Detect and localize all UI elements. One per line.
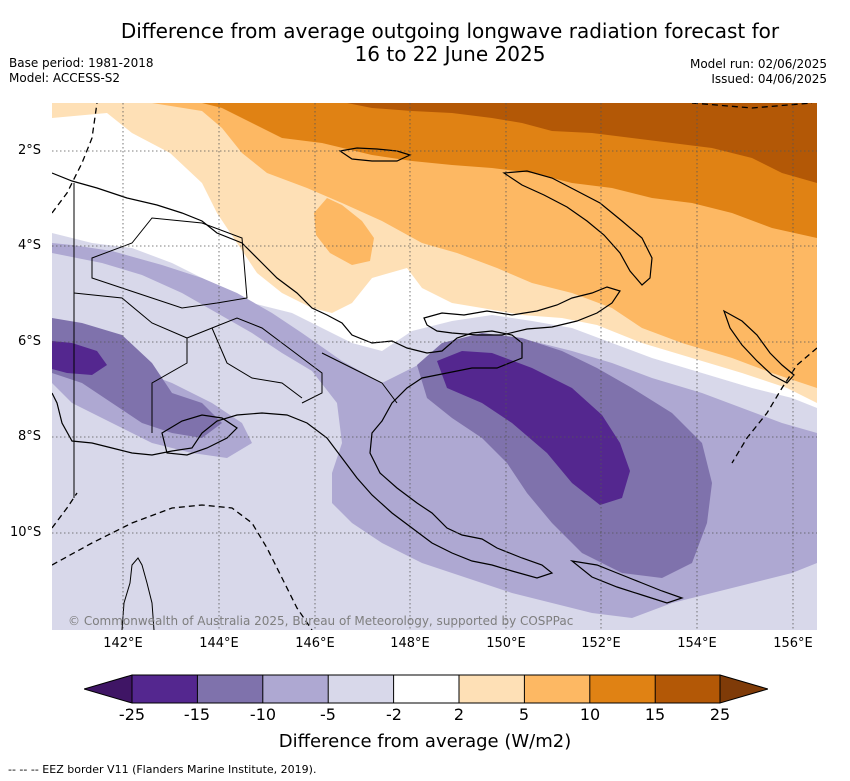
- louisiade-islands: [569, 560, 684, 604]
- contour-band-minus15-25-east: [437, 351, 630, 505]
- colorbar-swatch-10-15: [589, 675, 656, 703]
- lat-label-2s: 2°S: [18, 143, 42, 158]
- model-run: Model run: 02/06/2025: [689, 57, 827, 71]
- lon-label-152e: 152°E: [581, 636, 621, 651]
- colorbar-label-25: 25: [709, 705, 731, 724]
- province-borders: [73, 183, 398, 498]
- colorbar-swatch-minus5-2: [328, 675, 394, 703]
- map-area: [52, 103, 817, 630]
- colorbar-swatch-2-5: [459, 675, 525, 703]
- colorbar-label-minus25: -25: [118, 705, 146, 724]
- lon-label-154e: 154°E: [677, 636, 717, 651]
- base-period: Base period: 1981-2018: [9, 56, 154, 70]
- lon-label-142e: 142°E: [103, 636, 143, 651]
- eez-legend-note: -- -- -- EEZ border V11 (Flanders Marine…: [8, 763, 317, 776]
- contour-blob-5-10-west: [314, 198, 374, 265]
- colorbar-label-2: 2: [453, 705, 465, 724]
- copyright-notice: © Commonwealth of Australia 2025, Bureau…: [68, 614, 574, 628]
- colorbar-extend-low: [82, 674, 133, 704]
- colorbar-extend-high: [719, 674, 770, 704]
- lon-label-150e: 150°E: [486, 636, 526, 651]
- colorbar-swatch-minus25-15: [132, 675, 198, 703]
- map-svg: [52, 103, 817, 630]
- contour-band-15-25: [347, 103, 817, 183]
- lat-label-8s: 8°S: [18, 429, 42, 444]
- colorbar-label-5: 5: [518, 705, 530, 724]
- eez-south: [52, 504, 313, 630]
- eez-borders: [52, 103, 817, 630]
- colorbar: [82, 674, 770, 708]
- border-gulf: [211, 327, 303, 399]
- issued-date: Issued: 04/06/2025: [711, 72, 827, 86]
- colorbar-label-minus10: -10: [249, 705, 277, 724]
- lat-label-10s: 10°S: [10, 525, 42, 540]
- new-ireland-coast: [502, 170, 653, 286]
- title-line-1: Difference from average outgoing longwav…: [120, 19, 780, 43]
- colorbar-label-minus15: -15: [183, 705, 211, 724]
- colorbar-swatch-minus15-10: [197, 675, 263, 703]
- model-name: Model: ACCESS-S2: [9, 71, 121, 85]
- colorbar-title: Difference from average (W/m2): [278, 731, 572, 752]
- lon-label-144e: 144°E: [199, 636, 239, 651]
- lon-label-148e: 148°E: [390, 636, 430, 651]
- colorbar-label-15: 15: [644, 705, 666, 724]
- contour-band-minus15-25-west: [52, 341, 107, 375]
- lon-label-146e: 146°E: [295, 636, 335, 651]
- border-highlands: [186, 317, 323, 404]
- new-guinea-coast: [52, 172, 554, 579]
- eez-east-south: [731, 347, 817, 464]
- lat-label-4s: 4°S: [18, 238, 42, 253]
- eez-east: [691, 103, 813, 109]
- border-morobe: [321, 352, 398, 404]
- colorbar-label-minus2: -2: [386, 705, 402, 724]
- eez-south-west: [52, 492, 78, 529]
- fly-river-coast: [161, 414, 238, 456]
- cape-york-coast: [121, 557, 155, 630]
- lon-label-156e: 156°E: [773, 636, 813, 651]
- map-title: Difference from average outgoing longwav…: [60, 20, 840, 66]
- new-britain-coast: [423, 286, 621, 336]
- colorbar-label-minus5: -5: [320, 705, 336, 724]
- gridlines: [52, 103, 817, 630]
- colorbar-swatch-15-25: [655, 675, 720, 703]
- title-line-2: 16 to 22 June 2025: [354, 42, 546, 66]
- colorbar-swatch-5-10: [524, 675, 590, 703]
- meta-left: Base period: 1981-2018 Model: ACCESS-S2: [9, 56, 154, 86]
- border-west-sepik: [91, 217, 248, 309]
- lat-label-6s: 6°S: [18, 334, 42, 349]
- colorbar-swatch-minus2-2: [393, 675, 459, 703]
- colorbar-label-10: 10: [579, 705, 601, 724]
- meta-right: Model run: 02/06/2025 Issued: 04/06/2025: [690, 57, 827, 87]
- contour-band-minus10-15: [52, 318, 222, 438]
- colorbar-swatch-minus10-5: [262, 675, 329, 703]
